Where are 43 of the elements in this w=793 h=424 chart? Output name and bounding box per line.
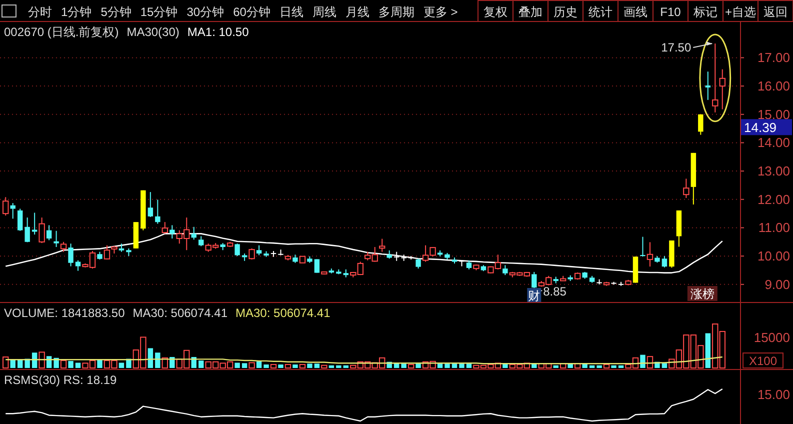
annotation: 8.85: [543, 284, 567, 299]
text: 统计: [588, 5, 612, 19]
text: MA30: 506074.41: [236, 306, 331, 320]
y-tick-label: 13.00: [757, 164, 790, 179]
y-tick-label: 10.00: [757, 248, 790, 264]
y-tick-label: 14.00: [757, 135, 790, 150]
chart-title: RSMS(30) RS: 18.19: [4, 373, 118, 387]
y-tick-label: 16.00: [757, 78, 790, 94]
text: 分时: [28, 5, 52, 19]
text: 周线: [312, 5, 336, 19]
text: 复权: [484, 5, 508, 19]
y-tick-label: 15.00: [757, 106, 790, 122]
annotation: 财: [528, 289, 540, 303]
chart-title: VOLUME: 1841883.50: [4, 306, 126, 320]
text: MA30: 506074.41: [132, 306, 228, 320]
text: X100: [748, 354, 778, 368]
text: MA1: 10.50: [187, 25, 250, 39]
text: 多周期: [378, 5, 414, 19]
text: +自选: [724, 5, 756, 19]
annotation: 17.50: [661, 40, 692, 55]
chart-title: 002670 (日线.前复权): [4, 25, 119, 39]
text: 叠加: [518, 5, 542, 19]
y-tick-label: 11.00: [758, 220, 790, 236]
text: 画线: [624, 5, 648, 19]
text: 60分钟: [233, 5, 270, 19]
y-tick-label: 17.00: [757, 50, 790, 66]
annotation: MA30(30): [126, 25, 180, 39]
y-tick-label: 12.00: [757, 192, 790, 207]
text: 1分钟: [61, 5, 92, 19]
text: 历史: [554, 5, 578, 19]
text: 5分钟: [100, 5, 132, 19]
text: 15000: [754, 330, 790, 345]
text: 更多 >: [423, 5, 458, 19]
text: 日线: [279, 5, 304, 19]
text: 15分钟: [140, 5, 178, 19]
text: 返回: [764, 5, 788, 19]
y-tick-label: 9.00: [764, 276, 790, 292]
text: F10: [660, 5, 682, 19]
text: 30分钟: [186, 5, 224, 19]
text: 14.39: [744, 120, 777, 136]
text: 月线: [345, 5, 370, 19]
annotation: 涨榜: [690, 287, 714, 301]
text: 标记: [692, 5, 718, 19]
